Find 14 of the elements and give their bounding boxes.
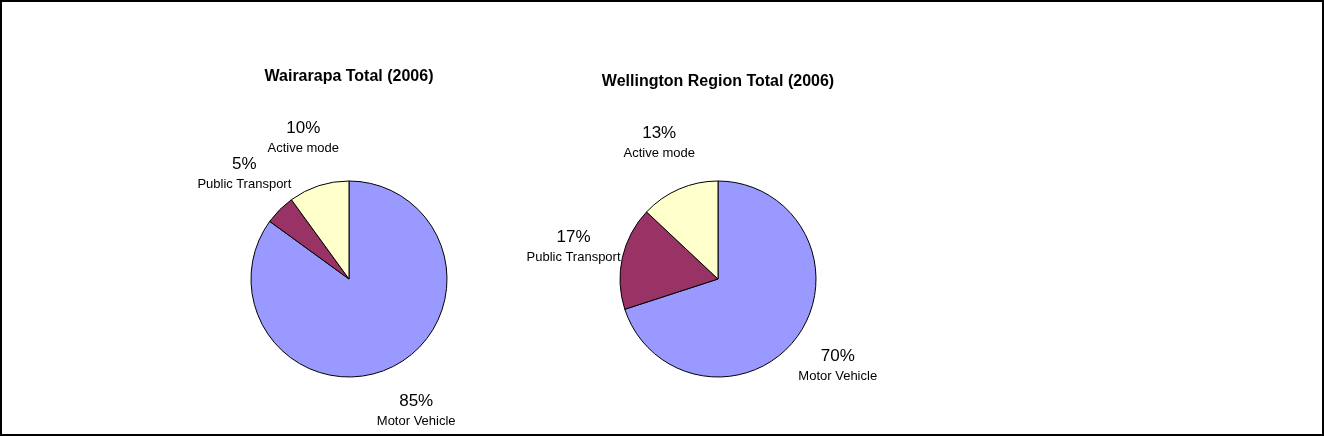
slice-label: Public Transport bbox=[526, 248, 621, 264]
slice-label: Active mode bbox=[267, 140, 340, 156]
data-label: 85% bbox=[399, 390, 434, 410]
slice-label: Motor Vehicle bbox=[798, 367, 878, 383]
chart-title: Wellington Region Total (2006) bbox=[601, 72, 835, 90]
slice-label: Motor Vehicle bbox=[376, 412, 456, 428]
data-label: 70% bbox=[820, 345, 855, 365]
data-label: 5% bbox=[232, 154, 257, 174]
data-label: 10% bbox=[286, 118, 321, 138]
slice-label: Public Transport bbox=[197, 176, 292, 192]
chart-title: Wairarapa Total (2006) bbox=[264, 67, 434, 85]
data-label: 17% bbox=[556, 226, 591, 246]
data-label: 13% bbox=[642, 123, 677, 143]
slice-label: Active mode bbox=[623, 145, 695, 161]
